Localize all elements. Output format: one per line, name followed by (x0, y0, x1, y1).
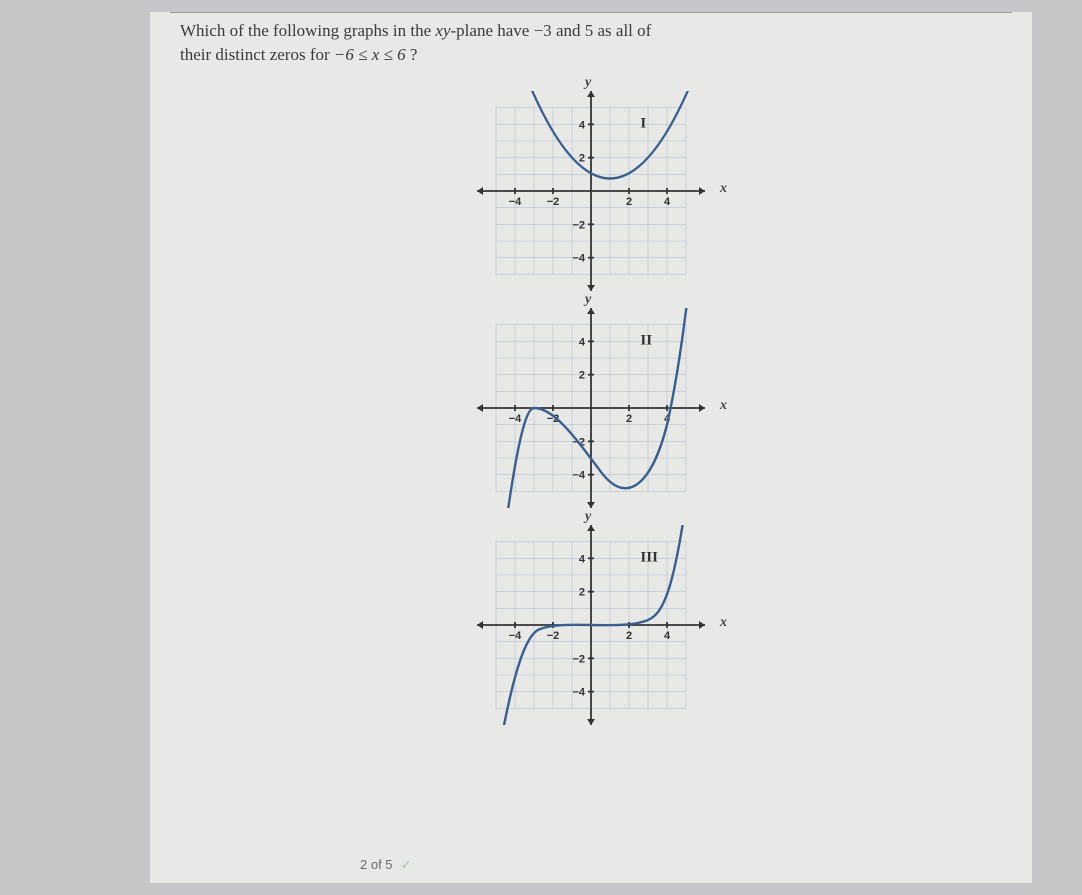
svg-text:−2: −2 (572, 653, 585, 665)
y-axis-label: y (585, 292, 591, 308)
svg-text:−4: −4 (572, 252, 585, 264)
svg-text:I: I (640, 115, 646, 131)
svg-text:−2: −2 (572, 219, 585, 231)
graph-2: y x −4−224−4−224II (477, 308, 705, 508)
svg-text:−4: −4 (509, 630, 522, 642)
svg-text:III: III (640, 549, 658, 565)
x-axis-label: x (720, 181, 727, 197)
svg-text:2: 2 (626, 196, 632, 208)
svg-text:4: 4 (579, 553, 586, 565)
graph-3: y x −4−224−4−224III (477, 525, 705, 725)
svg-text:4: 4 (579, 336, 586, 348)
svg-text:2: 2 (626, 630, 632, 642)
svg-text:−4: −4 (572, 469, 585, 481)
progress-indicator: 2 of 5✓ (360, 857, 411, 873)
svg-text:2: 2 (579, 369, 585, 381)
svg-text:2: 2 (579, 152, 585, 164)
svg-text:−2: −2 (547, 630, 560, 642)
svg-text:4: 4 (579, 119, 586, 131)
x-axis-label: x (720, 615, 727, 631)
x-axis-label: x (720, 398, 727, 414)
check-icon: ✓ (401, 857, 412, 872)
svg-text:−4: −4 (572, 686, 585, 698)
y-axis-label: y (585, 75, 591, 91)
y-axis-label: y (585, 509, 591, 525)
svg-text:−4: −4 (509, 413, 522, 425)
svg-text:2: 2 (579, 586, 585, 598)
svg-text:4: 4 (664, 196, 671, 208)
svg-text:−4: −4 (509, 196, 522, 208)
svg-text:4: 4 (664, 630, 671, 642)
svg-text:II: II (640, 332, 652, 348)
graph-1: y x −4−224−4−224I (477, 91, 705, 291)
svg-text:−2: −2 (547, 196, 560, 208)
svg-text:2: 2 (626, 413, 632, 425)
